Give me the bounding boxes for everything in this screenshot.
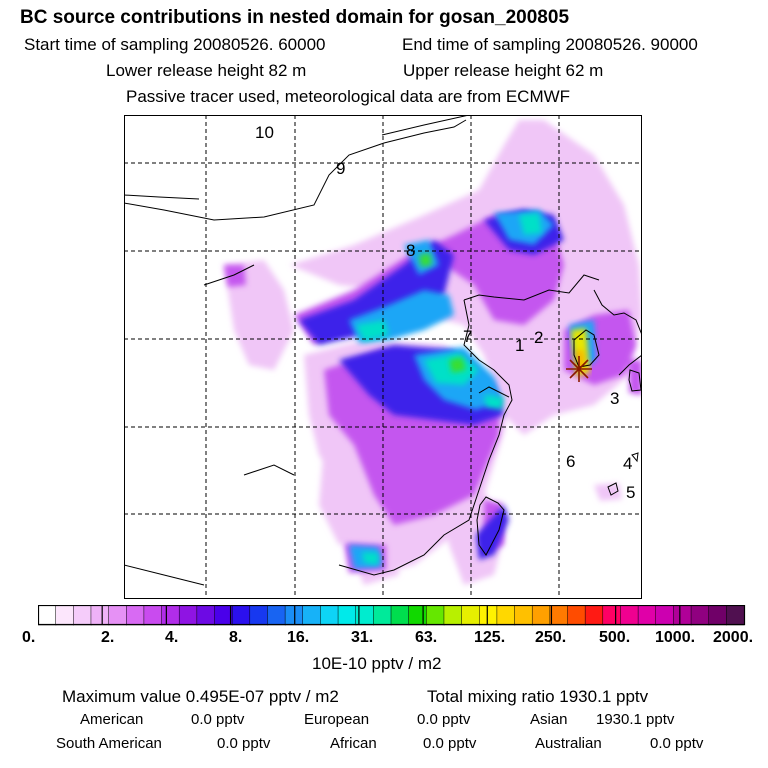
region-australian-name: Australian xyxy=(535,735,602,752)
max-value-label: Maximum value 0.495E-07 pptv / m2 xyxy=(62,687,339,706)
colorbar-cell xyxy=(320,605,339,626)
tick-label-31: 31. xyxy=(351,629,374,646)
tick-label-0: 0. xyxy=(22,629,36,646)
colorbar-cell xyxy=(143,605,163,626)
colorbar-cell xyxy=(38,605,57,626)
region-label-3: 3 xyxy=(610,389,619,408)
colorbar-cell xyxy=(655,605,675,626)
source-contribution-map: 10 9 8 7 1 2 3 6 4 5 xyxy=(124,115,642,599)
colorbar-cell xyxy=(620,605,639,626)
tick-label-500: 500. xyxy=(599,629,631,646)
colorbar-cells xyxy=(38,605,745,626)
colorbar-cell xyxy=(178,605,198,626)
tick-label-63: 63. xyxy=(415,629,438,646)
region-label-7: 7 xyxy=(463,327,472,346)
colorbar-cell xyxy=(673,605,692,626)
colorbar-cell xyxy=(161,605,180,626)
colorbar-cell xyxy=(337,605,357,626)
map-frame xyxy=(124,115,642,599)
colorbar-cell xyxy=(567,605,586,626)
colorbar-cell xyxy=(73,605,92,626)
colorbar-cell xyxy=(284,605,304,626)
colorbar-cell xyxy=(443,605,463,626)
colorbar-cell xyxy=(302,605,322,626)
colorbar-cell xyxy=(726,605,745,626)
region-label-9: 9 xyxy=(336,159,345,178)
region-label-8: 8 xyxy=(406,241,415,260)
colorbar-cell xyxy=(108,605,127,626)
colorbar-cell xyxy=(390,605,410,626)
colorbar-cell xyxy=(496,605,516,626)
colorbar-major-ticks xyxy=(101,605,681,625)
colorbar-cell xyxy=(214,605,233,626)
region-european-value: 0.0 pptv xyxy=(417,711,471,728)
region-label-4: 4 xyxy=(623,454,632,473)
plume-green xyxy=(419,253,466,373)
colorbar-cell xyxy=(531,605,551,626)
region-label-2: 2 xyxy=(534,328,543,347)
start-time-label: Start time of sampling 20080526. 60000 xyxy=(24,35,326,54)
region-american-value: 0.0 pptv xyxy=(191,711,245,728)
tick-label-125: 125. xyxy=(474,629,506,646)
lat-lon-grid xyxy=(124,115,642,599)
colorbar-cell xyxy=(267,605,286,626)
colorbar-cell xyxy=(408,605,427,626)
colorbar-cell xyxy=(426,605,445,626)
region-label-1: 1 xyxy=(515,336,524,355)
colorbar-cell xyxy=(231,605,251,626)
tick-label-1000: 1000. xyxy=(655,629,696,646)
receptor-star-icon xyxy=(566,356,592,382)
tick-label-250: 250. xyxy=(535,629,567,646)
colorbar-cell xyxy=(708,605,728,626)
colorbar-cell xyxy=(549,605,569,626)
colorbar-unit-label: 10E-10 pptv / m2 xyxy=(312,654,442,673)
region-label-10: 10 xyxy=(255,123,274,142)
tick-label-4: 4. xyxy=(165,629,179,646)
region-australian-value: 0.0 pptv xyxy=(650,735,704,752)
colorbar xyxy=(38,605,746,626)
colorbar-cell xyxy=(126,605,145,626)
region-american-name: American xyxy=(80,711,144,728)
region-asian-name: Asian xyxy=(530,711,568,728)
total-mixing-ratio: Total mixing ratio 1930.1 pptv xyxy=(427,687,649,706)
colorbar-cell xyxy=(249,605,269,626)
colorbar-cell xyxy=(602,605,622,626)
colorbar-cell xyxy=(690,605,710,626)
colorbar-cell xyxy=(479,605,498,626)
map-title: BC source contributions in nested domain… xyxy=(20,7,570,28)
tick-label-8: 8. xyxy=(229,629,243,646)
region-asian-value: 1930.1 pptv xyxy=(596,711,675,728)
region-south-american-name: South American xyxy=(56,735,162,752)
coastlines xyxy=(124,115,642,586)
region-african-value: 0.0 pptv xyxy=(423,735,477,752)
region-european-name: European xyxy=(304,711,370,728)
region-south-american-value: 0.0 pptv xyxy=(217,735,271,752)
tick-label-2: 2. xyxy=(101,629,115,646)
region-label-5: 5 xyxy=(626,483,635,502)
colorbar-cell xyxy=(637,605,657,626)
lower-release-label: Lower release height 82 m xyxy=(106,61,307,80)
colorbar-cell xyxy=(196,605,216,626)
colorbar-cell xyxy=(55,605,74,626)
region-african-name: African xyxy=(330,735,377,752)
colorbar-cell xyxy=(373,605,392,626)
tick-label-2000: 2000. xyxy=(713,629,754,646)
colorbar-cell xyxy=(584,605,604,626)
end-time-label: End time of sampling 20080526. 90000 xyxy=(402,35,698,54)
colorbar-cell xyxy=(514,605,533,626)
region-label-6: 6 xyxy=(566,452,575,471)
colorbar-cell xyxy=(461,605,480,626)
tick-label-16: 16. xyxy=(287,629,310,646)
tracer-note: Passive tracer used, meteorological data… xyxy=(126,87,571,106)
colorbar-cell xyxy=(90,605,110,626)
upper-release-label: Upper release height 62 m xyxy=(403,61,604,80)
